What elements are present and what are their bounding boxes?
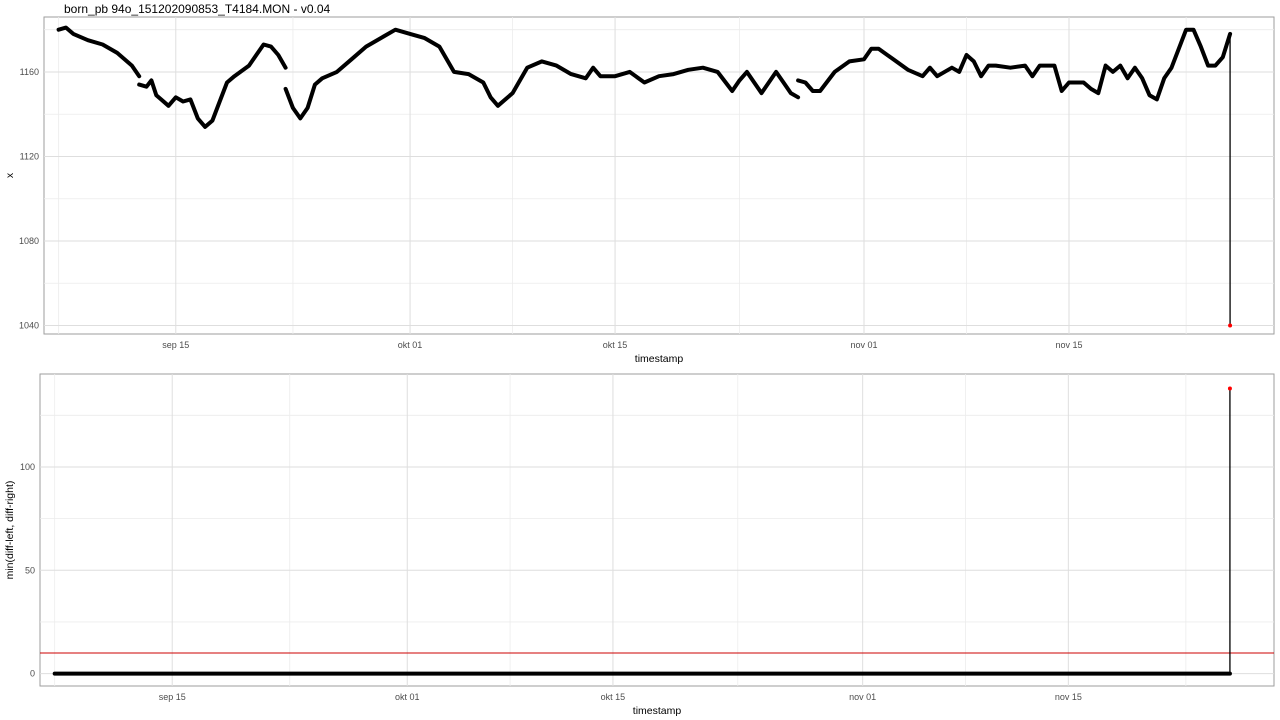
panel-top-ticks: sep 15 okt 01 okt 15 nov 01 nov 15 1040 1080 11…: [19, 67, 1083, 350]
series-line-segment: [137, 42, 288, 129]
x-tick-label: okt 15: [601, 692, 626, 702]
panel-bottom-border: [39, 373, 1275, 687]
series-line-segment: [56, 25, 142, 79]
x-tick-label: nov 01: [850, 340, 877, 350]
panel-top: sep 15 okt 01 okt 15 nov 01 nov 15 1040 1080 11…: [4, 16, 1275, 365]
series-line-segment: [796, 27, 1233, 102]
y-tick-label: 0: [30, 669, 35, 679]
y-tick-label: 100: [20, 462, 35, 472]
y-tick-label: 1120: [20, 151, 39, 161]
y-tick-label: 1160: [20, 67, 39, 77]
x-tick-label: okt 01: [395, 692, 420, 702]
x-tick-label: sep 15: [162, 340, 189, 350]
y-tick-label: 1080: [19, 236, 39, 246]
y-tick-label: 1040: [19, 321, 39, 331]
panel-top-y-axis-title: x: [4, 172, 16, 178]
x-tick-label: sep 15: [159, 692, 186, 702]
chart-title: born_pb 94o_151202090853_T4184.MON - v0.…: [64, 2, 331, 16]
panel-bottom-ticks: sep 15 okt 01 okt 15 nov 01 nov 15 0 50 100: [20, 462, 1082, 702]
panel-top-x-axis-title: timestamp: [635, 353, 684, 365]
x-tick-label: okt 15: [603, 340, 628, 350]
panel-bottom: sep 15 okt 01 okt 15 nov 01 nov 15 0 50 100 tim…: [4, 373, 1275, 717]
x-tick-label: okt 01: [398, 340, 423, 350]
panel-bottom-y-axis-title: min(diff-left, diff-right): [4, 481, 16, 580]
panel-bottom-marks: [40, 386, 1274, 676]
outlier-point: [1228, 323, 1233, 328]
panel-top-marks: [56, 25, 1233, 328]
panel-top-border: [43, 16, 1275, 335]
x-tick-label: nov 15: [1055, 692, 1082, 702]
panel-top-grid: [44, 17, 1274, 334]
outlier-point: [1227, 386, 1232, 391]
x-tick-label: nov 15: [1055, 340, 1082, 350]
panel-bottom-x-axis-title: timestamp: [633, 705, 682, 717]
x-tick-label: nov 01: [849, 692, 876, 702]
y-tick-label: 50: [25, 565, 35, 575]
series-line-segment: [283, 27, 801, 121]
